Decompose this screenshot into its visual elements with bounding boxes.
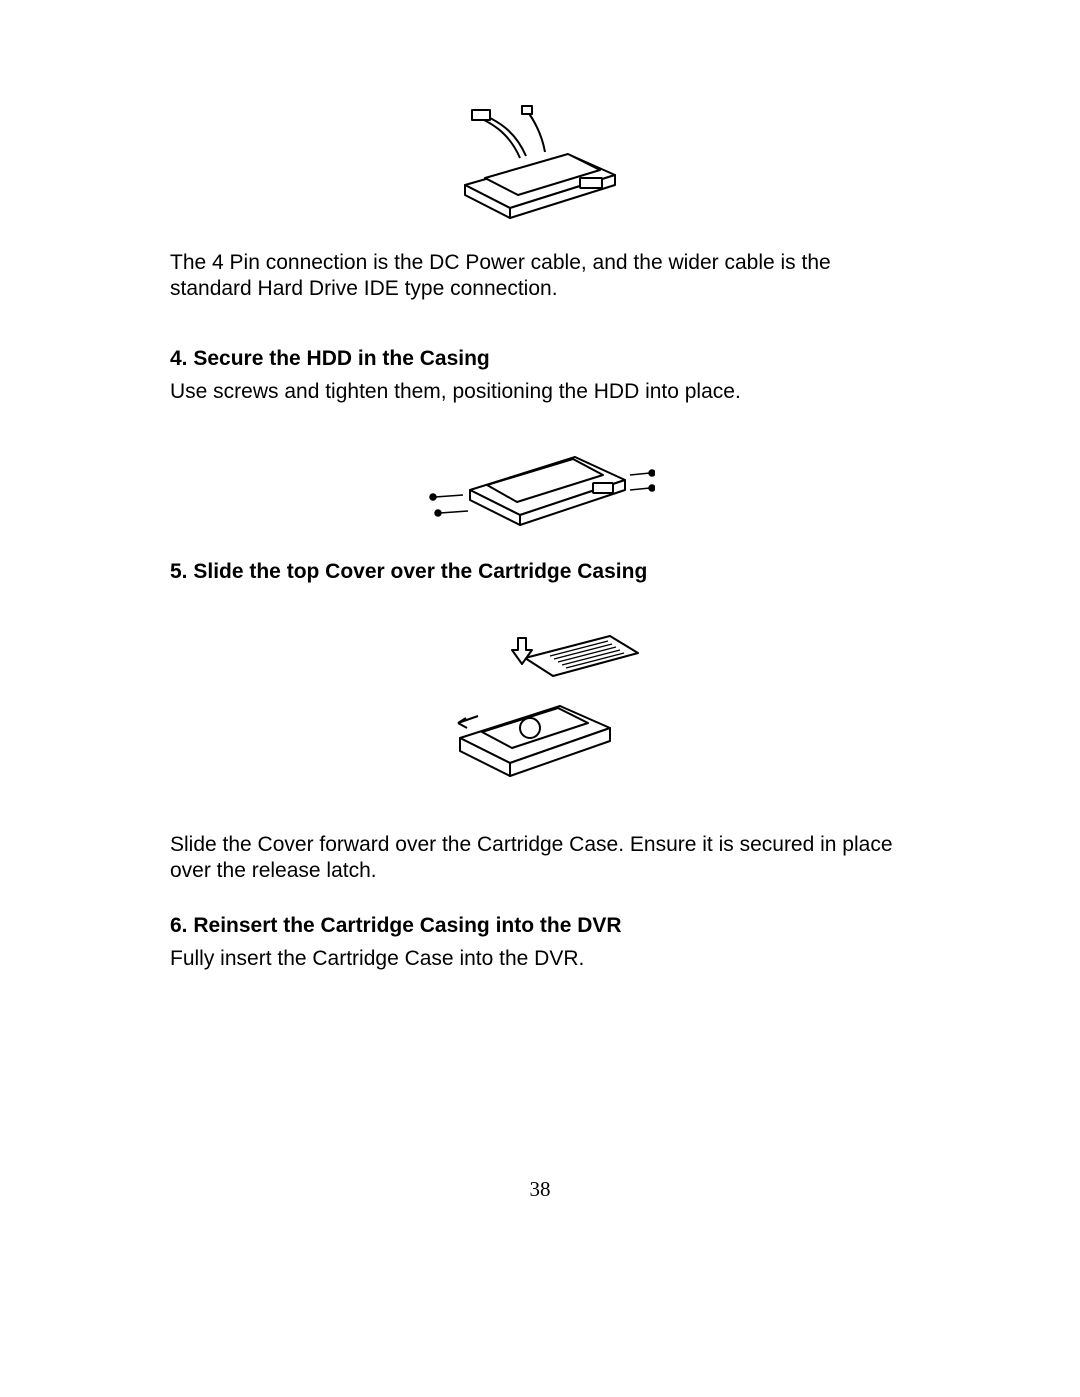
step5-heading: 5. Slide the top Cover over the Cartridg… bbox=[170, 560, 910, 584]
figure-hdd-cables-icon bbox=[450, 100, 630, 220]
document-page: The 4 Pin connection is the DC Power cab… bbox=[0, 0, 1080, 1397]
figure-slide-cover-icon bbox=[440, 628, 640, 788]
step4-heading: 4. Secure the HDD in the Casing bbox=[170, 347, 910, 371]
step6-heading: 6. Reinsert the Cartridge Casing into th… bbox=[170, 914, 910, 938]
figure-secure-hdd-icon bbox=[425, 435, 655, 530]
intro-paragraph: The 4 Pin connection is the DC Power cab… bbox=[170, 250, 910, 303]
step6-text: Fully insert the Cartridge Case into the… bbox=[170, 946, 910, 972]
page-number: 38 bbox=[0, 1177, 1080, 1202]
step5-text: Slide the Cover forward over the Cartrid… bbox=[170, 832, 910, 885]
step4-text: Use screws and tighten them, positioning… bbox=[170, 379, 910, 405]
